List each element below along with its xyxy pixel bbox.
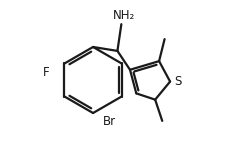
- Text: S: S: [174, 75, 182, 88]
- Text: F: F: [43, 66, 49, 79]
- Text: Br: Br: [103, 115, 116, 128]
- Text: NH₂: NH₂: [113, 9, 135, 22]
